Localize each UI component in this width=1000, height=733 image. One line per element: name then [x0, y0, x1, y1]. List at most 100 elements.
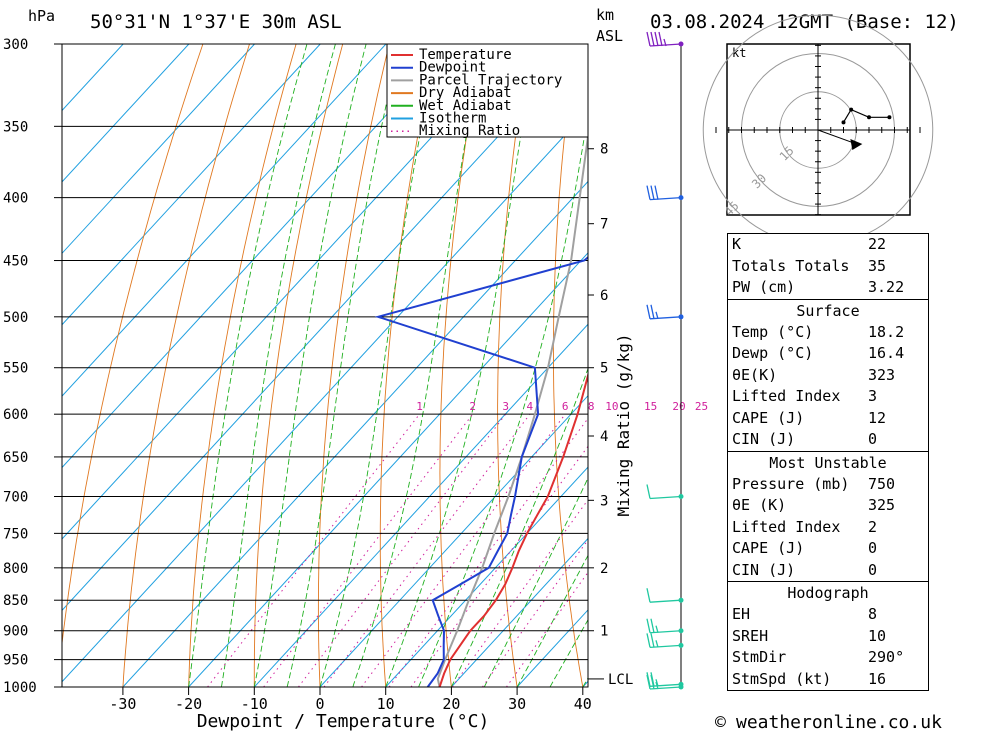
wet-adiabat-line	[418, 111, 588, 687]
isotherm-line	[62, 44, 255, 255]
wet-adiabat-line	[220, 44, 336, 687]
hodograph-index-row: EH 8	[728, 604, 928, 626]
hodograph-trace	[842, 108, 890, 123]
hodograph-point	[841, 120, 846, 125]
temperature-tick-label: -10	[241, 695, 268, 713]
wind-barb-flag	[646, 618, 651, 633]
km-unit: km	[596, 6, 614, 24]
wind-barb-staff	[649, 599, 682, 603]
hodograph-index-label: SREH	[732, 626, 769, 645]
hodograph-index-value: 8	[868, 605, 878, 623]
hodograph-point	[887, 115, 892, 120]
pressure-label: 700	[3, 490, 28, 506]
temperature-tick-label: -20	[175, 695, 202, 713]
wind-barb-staff	[649, 196, 682, 201]
dry-adiabat-line	[439, 44, 483, 687]
most-unstable-title: Most Unstable	[769, 453, 887, 472]
isobar-lines	[54, 43, 588, 688]
isotherm-line	[122, 180, 588, 687]
mixing-ratio-line	[451, 498, 588, 687]
hodograph-index-row: SREH 10	[728, 626, 928, 648]
isotherm-line	[62, 44, 584, 612]
temperature-tick-label: -30	[109, 695, 136, 713]
pressure-label: 800	[3, 561, 28, 577]
wet-adiabat-line	[483, 477, 588, 687]
surface-index-label: CIN (J)	[732, 430, 796, 448]
most-unstable-index-value: 0	[868, 539, 878, 557]
most-unstable-index-value: 750	[868, 474, 896, 493]
wind-barb-flag	[650, 185, 655, 200]
footer-credit: © weatheronline.co.uk	[715, 712, 942, 733]
surface-index-row: Temp (°C) 18.2	[728, 322, 928, 344]
surface-section: Surface Temp (°C) 18.2 Dewp (°C) 16.4 θE(K) 3…	[728, 298, 928, 451]
wind-barb-flag	[646, 304, 651, 319]
mixing-ratio-line	[481, 538, 588, 687]
isotherm-line	[62, 109, 588, 683]
dry-adiabat-line	[379, 44, 437, 687]
mixing-ratio-label: 4	[527, 400, 534, 413]
surface-index-value: 323	[868, 365, 896, 384]
location-title: 50°31'N 1°37'E 30m ASL	[90, 11, 342, 33]
indices-panel: K 22 Totals Totals 35 PW (cm) 3.22 Surface Te…	[727, 233, 929, 691]
dry-adiabat-line	[253, 44, 344, 687]
hodograph-index-row: StmSpd (kt) 16	[728, 669, 928, 691]
most-unstable-section: Most Unstable Pressure (mb) 750 θE (K) 325 L…	[728, 450, 928, 582]
plot-frame	[61, 43, 589, 688]
mixing-ratio-label: 15	[644, 400, 657, 413]
wind-barb-flag	[650, 672, 655, 687]
hodograph-index-value: 290°	[868, 648, 905, 666]
most-unstable-index-row: CAPE (J) 0	[728, 538, 928, 560]
profile-lines	[374, 129, 588, 687]
km-tick-label: 5	[600, 361, 608, 377]
isotherm-line	[451, 537, 588, 687]
wind-barb-flag	[646, 484, 651, 499]
isotherm-line	[188, 252, 588, 687]
mixing-ratio-label: 2	[469, 400, 476, 413]
x-axis-title: Dewpoint / Temperature (°C)	[197, 711, 490, 732]
isotherm-line	[62, 44, 321, 326]
surface-index-value: 0	[868, 430, 878, 448]
dewpoint-line	[374, 255, 588, 687]
isotherm-line	[62, 44, 387, 397]
wind-barb-half-flag	[663, 38, 667, 47]
temperature-tick-label: 10	[377, 695, 395, 713]
most-unstable-index-value: 325	[868, 496, 896, 514]
wind-barb-half-flag	[655, 640, 659, 648]
surface-index-value: 3	[868, 387, 878, 405]
legend-label: Temperature	[419, 47, 512, 63]
datetime-title: 03.08.2024 12GMT (Base: 12)	[650, 11, 959, 33]
mixing-ratio-label: 25	[695, 400, 708, 413]
dry-adiabat-line	[995, 44, 1000, 687]
isotherm-line	[62, 44, 518, 540]
mixing-ratio-line	[361, 413, 566, 687]
index-label: Totals Totals	[732, 256, 850, 275]
most-unstable-index-label: Lifted Index	[732, 517, 841, 536]
surface-index-row: θE(K) 323	[728, 365, 928, 387]
mixing-ratio-label: 20	[672, 400, 685, 413]
dry-adiabat-line	[62, 44, 204, 648]
isotherm-line	[253, 323, 588, 687]
mixing-ratio-label: 6	[562, 400, 569, 413]
mixing-ratio-line	[388, 417, 588, 687]
wind-barb-half-flag	[655, 625, 659, 633]
km-tick-label: 4	[600, 429, 608, 445]
pressure-label: 450	[3, 254, 28, 270]
wind-barb-flag	[650, 304, 655, 319]
most-unstable-index-value: 0	[868, 560, 878, 579]
pressure-label: 650	[3, 450, 28, 466]
wet-adiabat-line	[352, 44, 484, 687]
km-axis: 1 2 3 4 5 6 7 8 LCL	[587, 44, 633, 688]
legend-label: Dry Adiabat	[419, 85, 512, 101]
wind-barb-flag	[646, 185, 651, 200]
temperature-axis-labels: -30 -20 -10 0 10 20 30 40	[109, 687, 592, 713]
temperature-tick-label: 0	[315, 695, 324, 713]
pressure-label: 850	[3, 593, 28, 609]
copyright-symbol: ©	[715, 712, 726, 733]
pressure-axis-labels: 300 350 400 450 500 550 600 650 700 750 800 850 900 9…	[3, 37, 37, 696]
wind-barb-flag	[646, 588, 651, 603]
wet-adiabat-line	[286, 44, 401, 687]
dry-adiabat-line	[660, 44, 714, 687]
wind-barb-flag	[650, 31, 655, 47]
